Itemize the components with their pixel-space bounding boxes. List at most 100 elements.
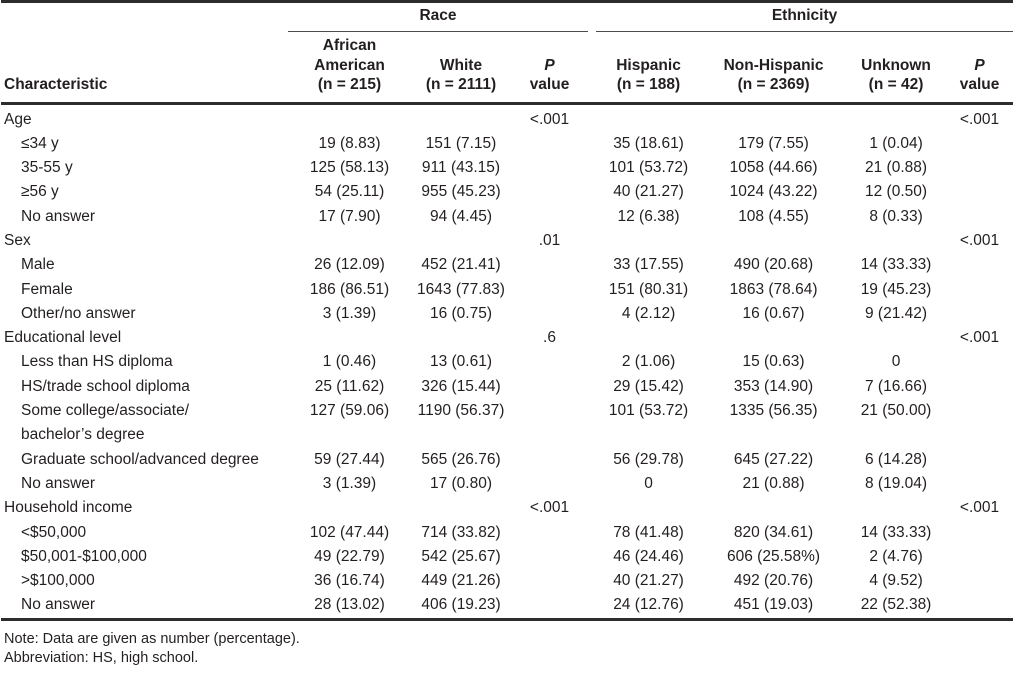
cell-white: 565 (26.76) [421,450,501,468]
data-row-male: Male 26 (12.09) 452 (21.41) 33 (17.55) 490 (… [1,253,1013,277]
row-label: >$100,000 [21,572,95,590]
cell-white: 151 (7.15) [425,134,497,152]
cell-p-race [511,569,588,593]
cell-hispanic: 12 (6.38) [617,207,680,225]
cell-unknown: 8 (0.33) [869,207,923,225]
cell-p-ethnicity [946,472,1013,496]
cell-p-ethnicity [946,521,1013,545]
data-row-less-than-hs-diploma: Less than HS diploma 1 (0.46) 13 (0.61) 2 (… [1,350,1013,374]
data-row-some-college-associate-bachelor-s-degree: Some college/associate/ bachelor’s degre… [1,399,1013,448]
abbreviation-line: Abbreviation: HS, high school. [4,649,199,666]
cell-p-ethnicity [946,132,1013,156]
cell-non-hispanic [701,103,846,132]
cell-p-ethnicity: <.001 [959,499,1000,517]
cell-spacer [588,569,596,593]
row-label: ≤34 y [21,134,59,152]
cell-non-hispanic: 1335 (56.35) [729,402,818,420]
cell-non-hispanic [701,326,846,350]
data-row-graduate-school-advanced-degree: Graduate school/advanced degree 59 (27.44… [1,448,1013,472]
cell-unknown: 14 (33.33) [860,523,932,541]
cell-african-american: 17 (7.90) [318,207,381,225]
cell-hispanic [596,496,701,520]
cell-p-ethnicity [946,545,1013,569]
section-label: Educational level [4,329,122,347]
cell-african-american: 1 (0.46) [322,353,377,371]
table-header: Race Ethnicity Characteristic African Amer… [1,0,1014,105]
cell-white: 326 (15.44) [421,377,501,395]
cell-spacer [588,593,596,619]
cell-p-ethnicity [946,302,1013,326]
col-header-line: (n = 2369) [737,76,810,93]
group-header-spacer [588,0,597,32]
cell-p-race [511,350,588,374]
cell-p-ethnicity [946,375,1013,399]
cell-spacer [588,448,596,472]
row-label: No answer [21,207,96,225]
row-label: $50,001-$100,000 [21,547,147,565]
cell-unknown: 19 (45.23) [860,280,932,298]
cell-spacer [588,156,596,180]
table-body: Age <.001 <.001 ≤34 y 19 (8.83) 151 (7.15) 35 … [1,103,1013,619]
cell-unknown: 9 (21.42) [865,304,928,322]
cell-white: 911 (43.15) [421,159,501,177]
cell-white: 955 (45.23) [421,183,501,201]
cell-spacer [588,545,596,569]
cell-spacer [588,350,596,374]
col-header-non-hispanic: Non-Hispanic (n = 2369) [701,31,847,105]
cell-white [411,496,511,520]
cell-unknown: 14 (33.33) [860,256,932,274]
cell-p-race: <.001 [529,110,570,128]
cell-p-race [511,156,588,180]
cell-hispanic: 4 (2.12) [621,304,676,322]
cell-non-hispanic: 1863 (78.64) [729,280,818,298]
cell-african-american [288,496,411,520]
column-spacer [588,31,597,105]
cell-p-race: .01 [538,231,561,249]
col-header-line: Hispanic [616,56,681,74]
col-header-white: White (n = 2111) [411,31,511,105]
row-label: No answer [21,596,96,614]
cell-unknown [846,496,946,520]
cell-p-ethnicity: <.001 [959,110,1000,128]
cell-spacer [588,278,596,302]
section-row-educational-level: Educational level .6 <.001 [1,326,1013,350]
cell-african-american: 25 (11.62) [314,377,385,395]
cell-non-hispanic [701,229,846,253]
section-row-sex: Sex .01 <.001 [1,229,1013,253]
section-label: Sex [4,231,31,249]
cell-hispanic: 40 (21.27) [613,572,684,590]
cell-spacer [588,253,596,277]
row-label: Less than HS diploma [21,353,173,371]
cell-spacer [588,375,596,399]
col-header-unknown: Unknown (n = 42) [846,31,947,105]
cell-p-ethnicity [946,593,1013,619]
cell-african-american: 36 (16.74) [314,572,385,590]
cell-non-hispanic: 490 (20.68) [733,256,814,274]
cell-hispanic: 46 (24.46) [613,547,684,565]
cell-non-hispanic [701,496,846,520]
cell-unknown: 21 (50.00) [860,402,932,420]
cell-non-hispanic: 1058 (44.66) [729,159,818,177]
cell-p-race: .6 [543,329,556,347]
cell-p-race [511,180,588,204]
cell-p-race [511,375,588,399]
cell-p-race [511,132,588,156]
cell-african-american: 19 (8.83) [318,134,381,152]
row-label: Female [21,280,73,298]
col-header-line: (n = 215) [317,76,382,93]
data-row-50-001-100-000: $50,001-$100,000 49 (22.79) 542 (25.67) 46 … [1,545,1013,569]
row-label: No answer [21,474,96,492]
row-label: Graduate school/advanced degree [21,450,259,468]
cell-hispanic: 33 (17.55) [613,256,684,274]
cell-african-american: 127 (59.06) [309,402,390,420]
cell-hispanic: 56 (29.78) [613,450,684,468]
cell-p-ethnicity [946,180,1013,204]
group-header-ethnicity: Ethnicity [596,0,1014,32]
cell-white [411,326,511,350]
cell-p-race [511,278,588,302]
cell-african-american: 59 (27.44) [314,450,385,468]
col-header-line: (n = 42) [868,76,924,93]
cell-white: 1190 (56.37) [417,402,505,420]
data-row-50-000: <$50,000 102 (47.44) 714 (33.82) 78 (41.48)… [1,521,1013,545]
